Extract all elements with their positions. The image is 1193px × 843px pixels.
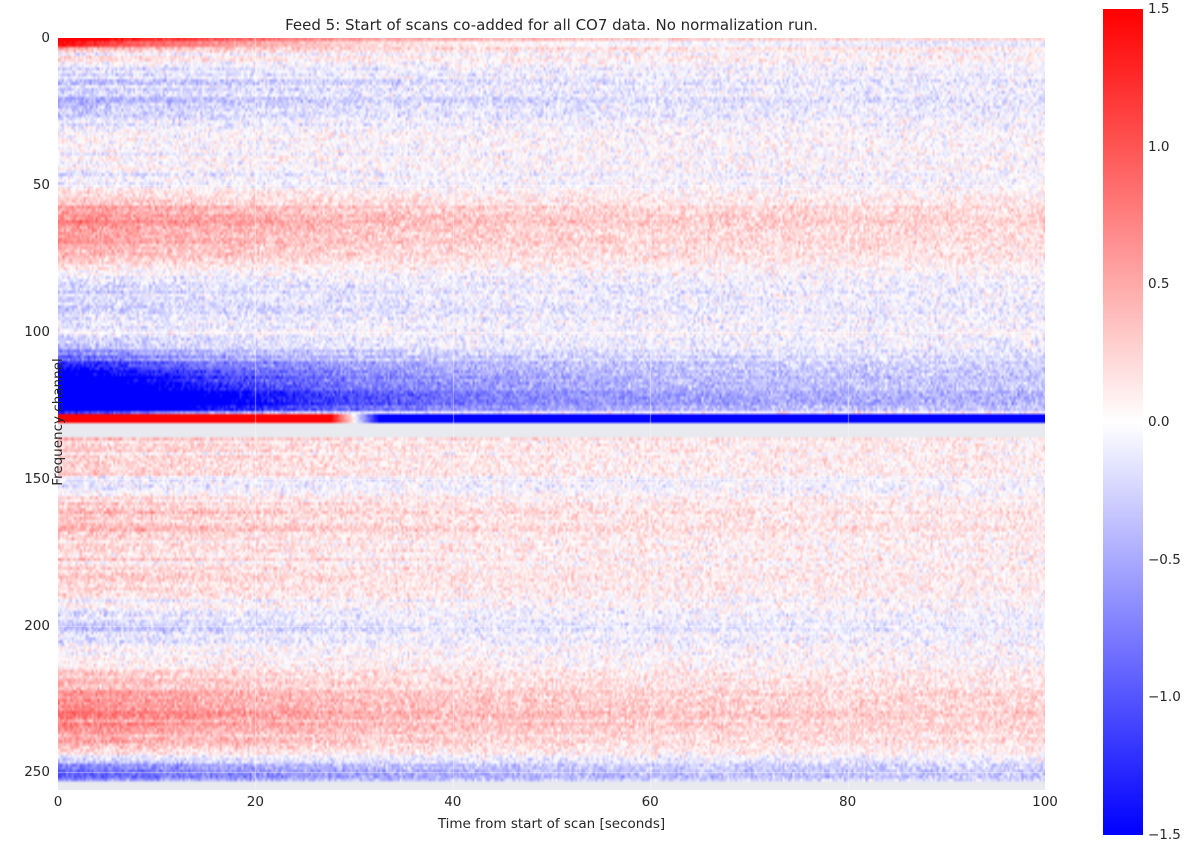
x-tick-20: 20 bbox=[246, 794, 264, 810]
heatmap-image bbox=[58, 38, 1045, 790]
y-tick-100: 100 bbox=[24, 323, 50, 340]
y-axis-label: Frequency channel bbox=[50, 358, 66, 486]
colorbar-tick-6: −1.5 bbox=[1148, 827, 1181, 843]
y-tick-200: 200 bbox=[24, 617, 50, 634]
x-tick-0: 0 bbox=[53, 794, 63, 810]
colorbar-tick-0: 1.5 bbox=[1148, 1, 1170, 17]
y-tick-0: 0 bbox=[41, 30, 50, 46]
colorbar-tick-4: −0.5 bbox=[1148, 551, 1181, 568]
x-tick-60: 60 bbox=[641, 794, 659, 810]
x-tick-100: 100 bbox=[1032, 794, 1058, 810]
colorbar-tick-5: −1.0 bbox=[1148, 689, 1181, 706]
colorbar-tick-2: 0.5 bbox=[1148, 276, 1170, 293]
page-title: Feed 5: Start of scans co-added for all … bbox=[285, 16, 818, 34]
colorbar[interactable] bbox=[1103, 9, 1143, 835]
x-axis-label: Time from start of scan [seconds] bbox=[437, 816, 666, 832]
colorbar-tick-1: 1.0 bbox=[1148, 138, 1170, 155]
colorbar-gradient bbox=[1103, 9, 1143, 835]
x-tick-40: 40 bbox=[444, 794, 462, 810]
colorbar-tick-3: 0.0 bbox=[1148, 414, 1170, 430]
heatmap-axes[interactable] bbox=[58, 38, 1045, 790]
y-tick-250: 250 bbox=[24, 764, 50, 781]
y-tick-150: 150 bbox=[24, 470, 50, 487]
y-tick-50: 50 bbox=[32, 176, 50, 193]
x-tick-80: 80 bbox=[839, 794, 857, 810]
